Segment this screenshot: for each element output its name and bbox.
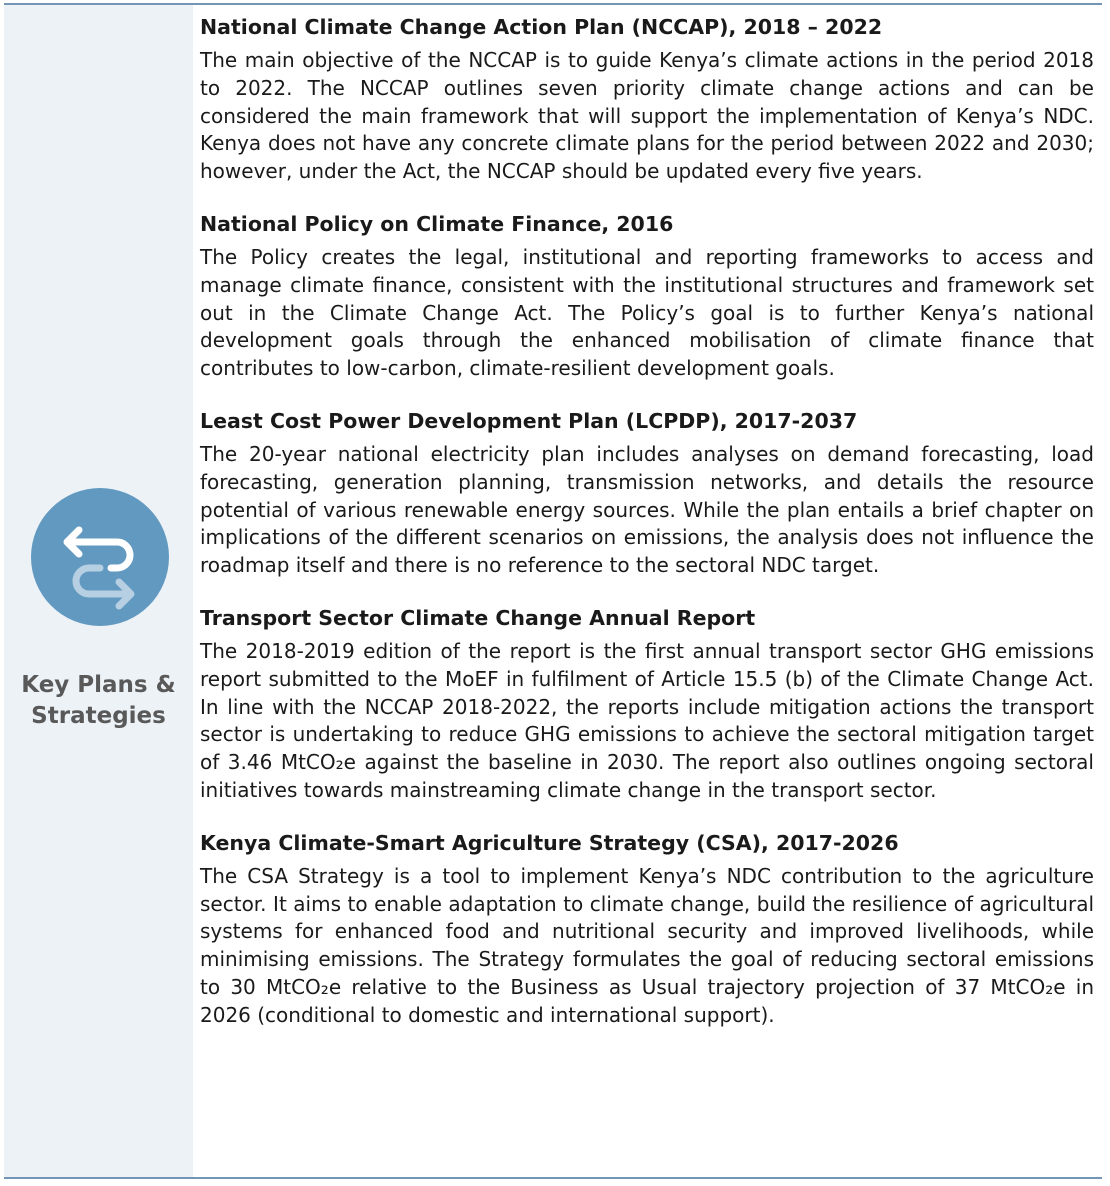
section-title: National Policy on Climate Finance, 2016 xyxy=(200,211,674,236)
section-transport-report: Transport Sector Climate Change Annual R… xyxy=(200,604,1094,805)
section-lcpdp: Least Cost Power Development Plan (LCPDP… xyxy=(200,407,1094,580)
section-body: The 20-year national electricity plan in… xyxy=(200,441,1094,578)
section-label: Key Plans & Strategies xyxy=(21,672,176,729)
content: National Climate Change Action Plan (NCC… xyxy=(193,5,1102,1177)
section-nccap: National Climate Change Action Plan (NCC… xyxy=(200,13,1094,186)
section-body: The 2018-2019 edition of the report is t… xyxy=(200,638,1094,802)
plans-table: Key Plans & Strategies National Climate … xyxy=(4,3,1102,1179)
section-title: Kenya Climate-Smart Agriculture Strategy… xyxy=(200,830,899,855)
section-body: The Policy creates the legal, institutio… xyxy=(200,244,1094,381)
sidebar-panel: Key Plans & Strategies xyxy=(4,5,193,1177)
section-climate-finance: National Policy on Climate Finance, 2016… xyxy=(200,210,1094,383)
section-title: Least Cost Power Development Plan (LCPDP… xyxy=(200,408,858,433)
section-title: National Climate Change Action Plan (NCC… xyxy=(200,15,883,39)
section-csa-strategy: Kenya Climate-Smart Agriculture Strategy… xyxy=(200,829,1094,1030)
swap-arrows-icon xyxy=(31,488,169,626)
section-title: Transport Sector Climate Change Annual R… xyxy=(200,605,756,630)
section-body: The main objective of the NCCAP is to gu… xyxy=(200,48,1094,184)
section-body: The CSA Strategy is a tool to implement … xyxy=(200,863,1094,1027)
